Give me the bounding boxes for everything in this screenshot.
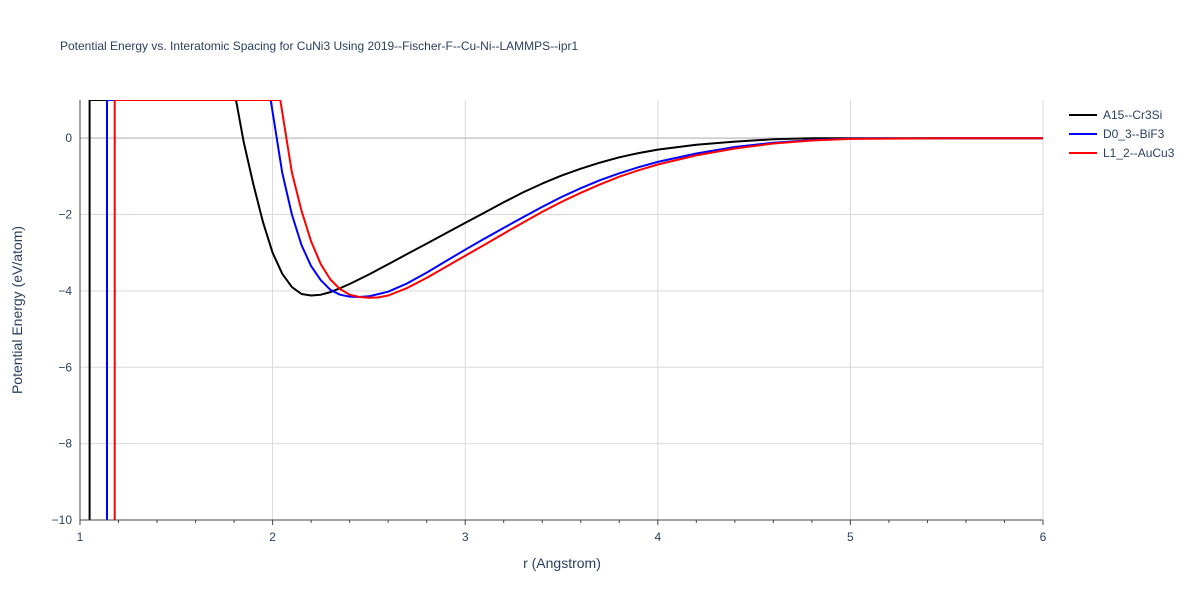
grid-lines: [80, 100, 1044, 520]
legend-item-2[interactable]: L1_2--AuCu3: [1069, 146, 1175, 160]
x-axis-ticks: 1 2 3 4 5 6: [77, 519, 1047, 544]
chart-title: Potential Energy vs. Interatomic Spacing…: [60, 39, 578, 53]
y-axis-ticks: 0 −2 −4 −6 −8 −10: [52, 100, 81, 527]
x-tick-label: 4: [654, 530, 661, 544]
series-line-0: [88, 100, 1043, 520]
y-tick-label: −4: [58, 284, 72, 298]
legend-label: L1_2--AuCu3: [1103, 146, 1175, 160]
series-line-2: [113, 100, 1043, 520]
legend-item-1[interactable]: D0_3--BiF3: [1069, 127, 1165, 141]
x-axis-label: r (Angstrom): [523, 555, 601, 571]
y-tick-label: −8: [58, 437, 72, 451]
legend-label: A15--Cr3Si: [1103, 108, 1162, 122]
series-line-1: [106, 100, 1043, 520]
legend[interactable]: A15--Cr3Si D0_3--BiF3 L1_2--AuCu3: [1069, 108, 1175, 160]
x-tick-label: 5: [847, 530, 854, 544]
x-tick-label: 1: [77, 530, 84, 544]
y-tick-label: −2: [58, 208, 72, 222]
x-tick-label: 2: [269, 530, 276, 544]
y-axis-label: Potential Energy (eV/atom): [9, 226, 25, 394]
legend-item-0[interactable]: A15--Cr3Si: [1069, 108, 1162, 122]
plot-area: [88, 100, 1043, 520]
y-tick-label: −10: [52, 513, 73, 527]
x-tick-label: 6: [1040, 530, 1047, 544]
y-tick-label: 0: [65, 131, 72, 145]
x-tick-label: 3: [462, 530, 469, 544]
legend-label: D0_3--BiF3: [1103, 127, 1165, 141]
y-tick-label: −6: [58, 360, 72, 374]
